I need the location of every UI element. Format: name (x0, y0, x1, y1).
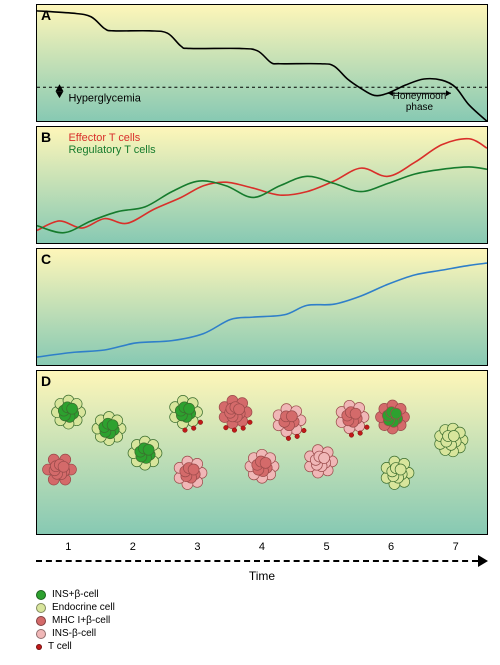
legend: INS+β-cell Endocrine cell MHC I+β-cell INS-… (36, 589, 492, 652)
legend-swatch (36, 616, 46, 626)
panel-d-letter: D (41, 373, 51, 389)
time-ticks: 1 2 3 4 5 6 7 (36, 539, 488, 555)
legend-item: INS-β-cell (36, 628, 492, 639)
legend-swatch (36, 590, 46, 600)
panel-c: C β–cell proliferation (36, 248, 488, 366)
legend-label: INS-β-cell (52, 628, 96, 639)
panel-d: D Histopathology (36, 370, 488, 535)
legend-label: Endocrine cell (52, 602, 115, 613)
time-tick: 7 (453, 541, 459, 553)
legend-item: INS+β-cell (36, 589, 492, 600)
panel-b-letter: B (41, 129, 51, 145)
svg-text:Honeymoonphase: Honeymoonphase (393, 91, 447, 113)
legend-label: MHC I+β-cell (52, 615, 110, 626)
figure: A β–cell mass HyperglycemiaHoneymoonphas… (0, 0, 500, 662)
time-arrow-icon (478, 555, 488, 567)
legend-swatch (36, 644, 42, 650)
legend-swatch (36, 603, 46, 613)
panel-c-svg (37, 249, 487, 366)
time-tick: 1 (65, 541, 71, 553)
panel-b-svg: Effector T cellsRegulatory T cells (37, 127, 487, 244)
svg-text:Effector T cells: Effector T cells (68, 132, 140, 144)
legend-item: MHC I+β-cell (36, 615, 492, 626)
svg-text:Hyperglycemia: Hyperglycemia (68, 92, 141, 104)
legend-label: INS+β-cell (52, 589, 99, 600)
panel-a-svg: Hyperglycemia Honeymoonphase (37, 5, 487, 122)
panels-wrap: A β–cell mass HyperglycemiaHoneymoonphas… (36, 4, 488, 535)
panel-d-svg (37, 371, 487, 535)
time-tick: 6 (388, 541, 394, 553)
time-line (36, 555, 488, 567)
time-dash (36, 560, 478, 562)
time-axis: 1 2 3 4 5 6 7 Time (36, 539, 488, 583)
time-tick: 3 (194, 541, 200, 553)
legend-item: Endocrine cell (36, 602, 492, 613)
panel-c-letter: C (41, 251, 51, 267)
time-label: Time (36, 569, 488, 583)
panel-a: A β–cell mass HyperglycemiaHoneymoonphas… (36, 4, 488, 122)
legend-item: T cell (36, 641, 492, 652)
legend-swatch (36, 629, 46, 639)
svg-text:Regulatory T cells: Regulatory T cells (68, 144, 156, 156)
panel-a-letter: A (41, 7, 51, 23)
time-tick: 4 (259, 541, 265, 553)
legend-label: T cell (48, 641, 72, 652)
time-tick: 2 (130, 541, 136, 553)
time-tick: 5 (323, 541, 329, 553)
panel-b: B Cell numbers Effector T cellsRegulator… (36, 126, 488, 244)
